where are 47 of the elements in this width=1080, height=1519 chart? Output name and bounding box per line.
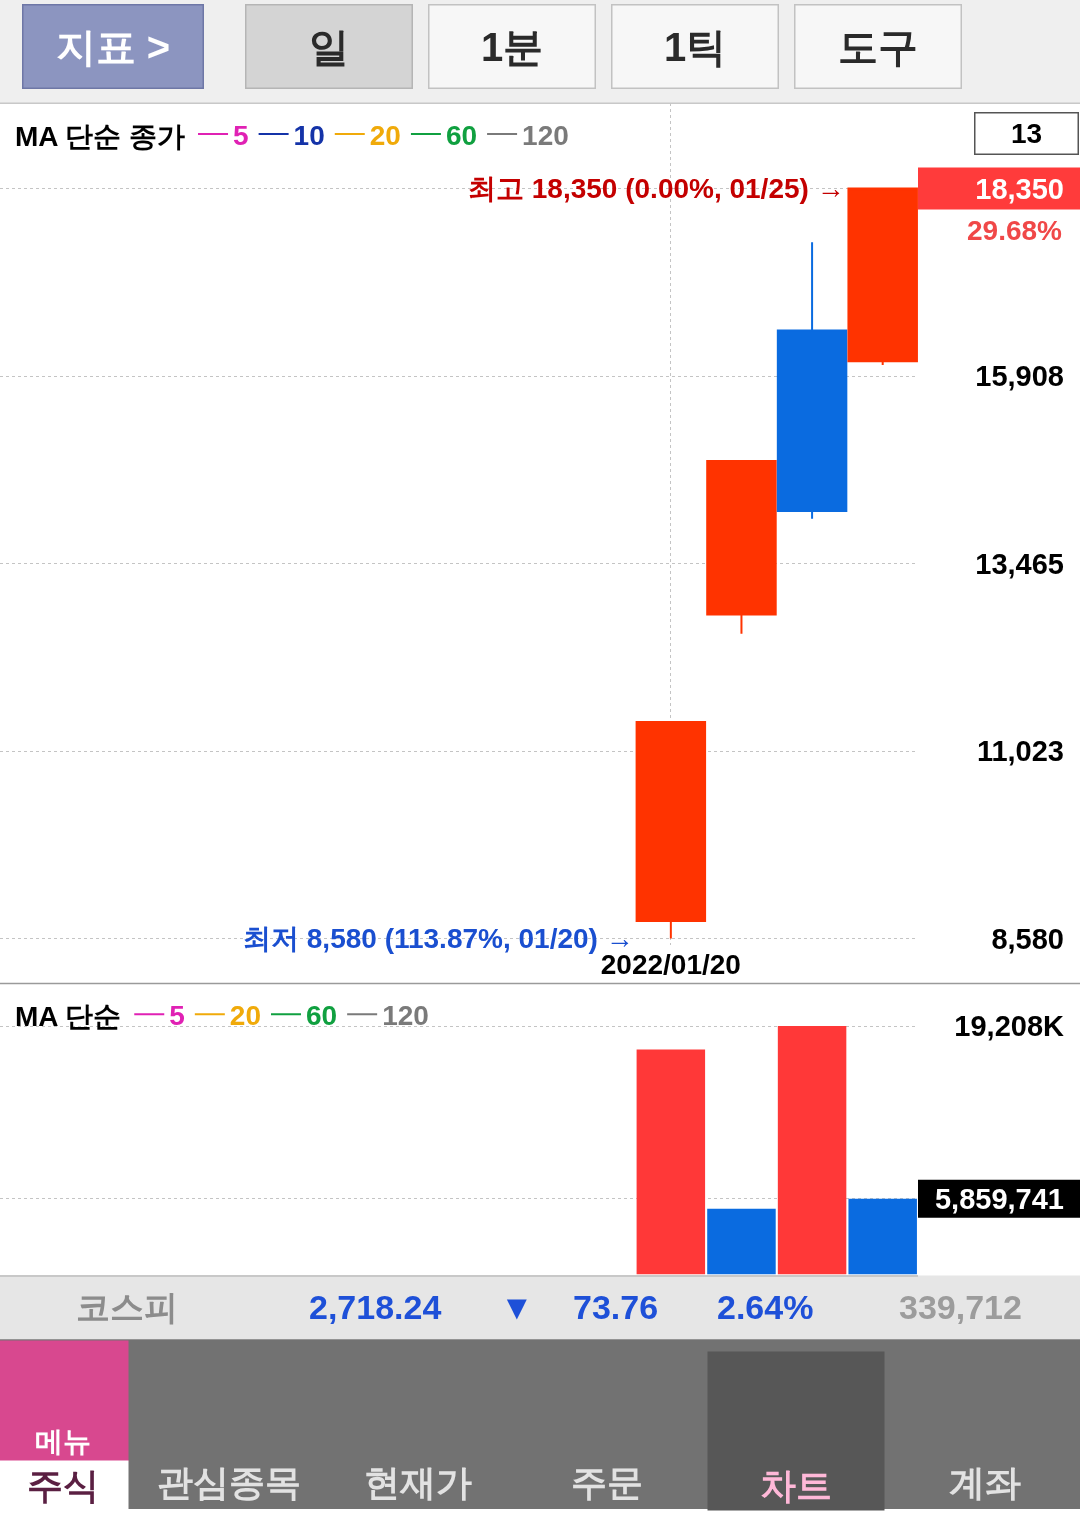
y-tick-label: 11,023	[976, 735, 1064, 768]
y-tick-label: 8,580	[991, 922, 1064, 955]
text: 메뉴	[35, 1426, 91, 1457]
y-tick-label: 13,465	[975, 547, 1064, 580]
legend-label: 5	[233, 119, 249, 151]
legend-label: 5	[169, 1000, 185, 1032]
text: 일	[309, 24, 349, 69]
y-tick-label: 18,350	[975, 172, 1064, 205]
legend-label: 20	[229, 1000, 261, 1032]
text: 코스피	[76, 1288, 178, 1326]
bar	[707, 1208, 776, 1275]
text: 1분	[480, 24, 544, 69]
text: 13	[1010, 118, 1043, 149]
text: 관심종목	[157, 1462, 301, 1503]
text: 2.64%	[717, 1288, 814, 1326]
legend-label: 10	[293, 119, 325, 151]
y-tick-label: 5,859,741	[934, 1182, 1064, 1215]
y-tick-label: 19,208K	[954, 1010, 1065, 1043]
text: 현재가	[364, 1462, 472, 1503]
candlestick	[776, 241, 848, 520]
legend-label: 60	[445, 119, 478, 151]
y-tick-label: 15,908	[975, 360, 1064, 393]
text: 도구	[838, 24, 918, 69]
text: 차트	[760, 1465, 832, 1506]
text: 2,718.24	[309, 1288, 442, 1326]
text: 지표 >	[55, 24, 171, 69]
candlestick	[847, 187, 918, 367]
candlestick	[635, 721, 707, 940]
legend-label: 20	[369, 119, 401, 151]
annotation: 최고 18,350 (0.00%, 01/25) →	[468, 173, 845, 204]
legend-label: 120	[522, 119, 569, 151]
text: 1틱	[663, 24, 727, 69]
text: 339,712	[899, 1288, 1022, 1326]
text: 73.76	[573, 1288, 659, 1326]
legend-label: 60	[305, 1000, 338, 1032]
bar	[636, 1049, 706, 1275]
bar	[848, 1198, 917, 1275]
candlestick	[706, 460, 777, 635]
text: 29.68%	[967, 215, 1063, 246]
legend-label: 120	[382, 1000, 429, 1032]
legend-title: MA 단순	[14, 1000, 122, 1032]
text: 주식	[27, 1464, 99, 1506]
legend-title: MA 단순 종가	[14, 120, 186, 152]
text: 계좌	[949, 1462, 1021, 1503]
text: 주문	[571, 1462, 643, 1503]
text: ▼	[500, 1288, 534, 1326]
bar	[777, 1026, 847, 1275]
